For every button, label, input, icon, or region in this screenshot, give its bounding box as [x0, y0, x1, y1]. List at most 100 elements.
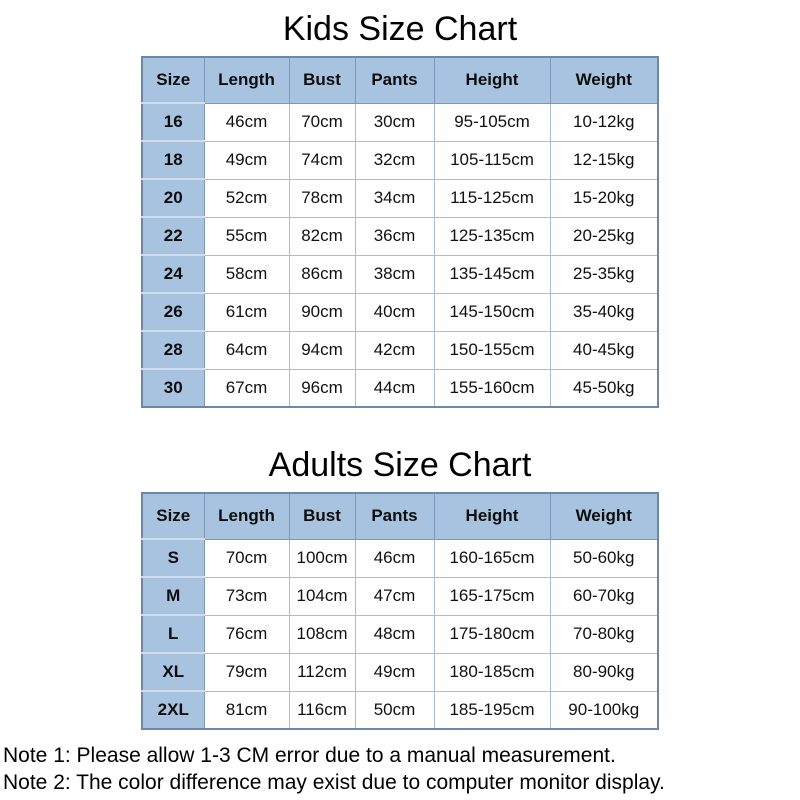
column-header-size: Size	[141, 492, 205, 540]
value-cell: 49cm	[203, 140, 290, 180]
value-cell: 44cm	[354, 368, 435, 408]
value-cell: 73cm	[203, 576, 290, 616]
value-cell: 90-100kg	[549, 690, 659, 730]
value-cell: 32cm	[354, 140, 435, 180]
value-cell: 34cm	[354, 178, 435, 218]
table-row: 18 49cm 74cm 32cm 105-115cm 12-15kg	[141, 140, 659, 180]
value-cell: 10-12kg	[549, 102, 659, 142]
size-cell: 26	[141, 292, 205, 332]
value-cell: 165-175cm	[433, 576, 551, 616]
kids-chart-title: Kids Size Chart	[282, 10, 518, 48]
value-cell: 50cm	[354, 690, 435, 730]
note-1: Note 1: Please allow 1-3 CM error due to…	[3, 744, 616, 767]
note-2: Note 2: The color difference may exist d…	[3, 771, 665, 794]
value-cell: 61cm	[203, 292, 290, 332]
value-cell: 135-145cm	[433, 254, 551, 294]
size-cell: XL	[141, 652, 205, 692]
size-cell: 18	[141, 140, 205, 180]
value-cell: 30cm	[354, 102, 435, 142]
column-header-bust: Bust	[288, 492, 356, 540]
value-cell: 76cm	[203, 614, 290, 654]
table-row: 2XL 81cm 116cm 50cm 185-195cm 90-100kg	[141, 690, 659, 730]
value-cell: 82cm	[288, 216, 356, 256]
value-cell: 105-115cm	[433, 140, 551, 180]
value-cell: 145-150cm	[433, 292, 551, 332]
value-cell: 78cm	[288, 178, 356, 218]
value-cell: 79cm	[203, 652, 290, 692]
footnotes: Note 1: Please allow 1-3 CM error due to…	[0, 742, 800, 796]
size-cell: M	[141, 576, 205, 616]
table-row: L 76cm 108cm 48cm 175-180cm 70-80kg	[141, 614, 659, 654]
size-cell: 2XL	[141, 690, 205, 730]
table-row: XL 79cm 112cm 49cm 180-185cm 80-90kg	[141, 652, 659, 692]
table-row: 26 61cm 90cm 40cm 145-150cm 35-40kg	[141, 292, 659, 332]
column-header-pants: Pants	[354, 56, 435, 104]
value-cell: 55cm	[203, 216, 290, 256]
table-row: 24 58cm 86cm 38cm 135-145cm 25-35kg	[141, 254, 659, 294]
size-cell: 28	[141, 330, 205, 370]
adults-size-table: Size Length Bust Pants Height Weight S 70cm 100…	[141, 492, 659, 730]
value-cell: 42cm	[354, 330, 435, 370]
value-cell: 150-155cm	[433, 330, 551, 370]
table-row: 20 52cm 78cm 34cm 115-125cm 15-20kg	[141, 178, 659, 218]
value-cell: 125-135cm	[433, 216, 551, 256]
value-cell: 90cm	[288, 292, 356, 332]
value-cell: 180-185cm	[433, 652, 551, 692]
value-cell: 112cm	[288, 652, 356, 692]
value-cell: 67cm	[203, 368, 290, 408]
column-header-length: Length	[203, 492, 290, 540]
size-cell: L	[141, 614, 205, 654]
value-cell: 36cm	[354, 216, 435, 256]
table-row: S 70cm 100cm 46cm 160-165cm 50-60kg	[141, 538, 659, 578]
value-cell: 40-45kg	[549, 330, 659, 370]
adults-table-header: Size Length Bust Pants Height Weight	[141, 492, 659, 540]
value-cell: 86cm	[288, 254, 356, 294]
value-cell: 70cm	[203, 538, 290, 578]
adults-table-body: S 70cm 100cm 46cm 160-165cm 50-60kg M 73cm 104cm…	[141, 538, 659, 730]
kids-size-table: Size Length Bust Pants Height Weight 16 46cm 70…	[141, 56, 659, 408]
value-cell: 100cm	[288, 538, 356, 578]
value-cell: 38cm	[354, 254, 435, 294]
value-cell: 48cm	[354, 614, 435, 654]
table-row: 30 67cm 96cm 44cm 155-160cm 45-50kg	[141, 368, 659, 408]
column-header-bust: Bust	[288, 56, 356, 104]
value-cell: 185-195cm	[433, 690, 551, 730]
value-cell: 70-80kg	[549, 614, 659, 654]
kids-table-body: 16 46cm 70cm 30cm 95-105cm 10-12kg 18 49cm 74cm 3…	[141, 102, 659, 408]
column-header-pants: Pants	[354, 492, 435, 540]
size-cell: S	[141, 538, 205, 578]
value-cell: 46cm	[203, 102, 290, 142]
size-cell: 24	[141, 254, 205, 294]
value-cell: 46cm	[354, 538, 435, 578]
value-cell: 81cm	[203, 690, 290, 730]
table-row: 22 55cm 82cm 36cm 125-135cm 20-25kg	[141, 216, 659, 256]
value-cell: 58cm	[203, 254, 290, 294]
size-cell: 30	[141, 368, 205, 408]
adults-chart-title: Adults Size Chart	[268, 446, 532, 484]
value-cell: 96cm	[288, 368, 356, 408]
table-row: M 73cm 104cm 47cm 165-175cm 60-70kg	[141, 576, 659, 616]
size-cell: 22	[141, 216, 205, 256]
value-cell: 104cm	[288, 576, 356, 616]
value-cell: 40cm	[354, 292, 435, 332]
value-cell: 74cm	[288, 140, 356, 180]
value-cell: 95-105cm	[433, 102, 551, 142]
column-header-length: Length	[203, 56, 290, 104]
value-cell: 35-40kg	[549, 292, 659, 332]
value-cell: 80-90kg	[549, 652, 659, 692]
value-cell: 12-15kg	[549, 140, 659, 180]
value-cell: 108cm	[288, 614, 356, 654]
column-header-height: Height	[433, 56, 551, 104]
kids-table-header: Size Length Bust Pants Height Weight	[141, 56, 659, 104]
value-cell: 15-20kg	[549, 178, 659, 218]
value-cell: 70cm	[288, 102, 356, 142]
column-header-weight: Weight	[549, 56, 659, 104]
size-cell: 20	[141, 178, 205, 218]
value-cell: 115-125cm	[433, 178, 551, 218]
value-cell: 50-60kg	[549, 538, 659, 578]
value-cell: 94cm	[288, 330, 356, 370]
value-cell: 160-165cm	[433, 538, 551, 578]
value-cell: 116cm	[288, 690, 356, 730]
column-header-size: Size	[141, 56, 205, 104]
